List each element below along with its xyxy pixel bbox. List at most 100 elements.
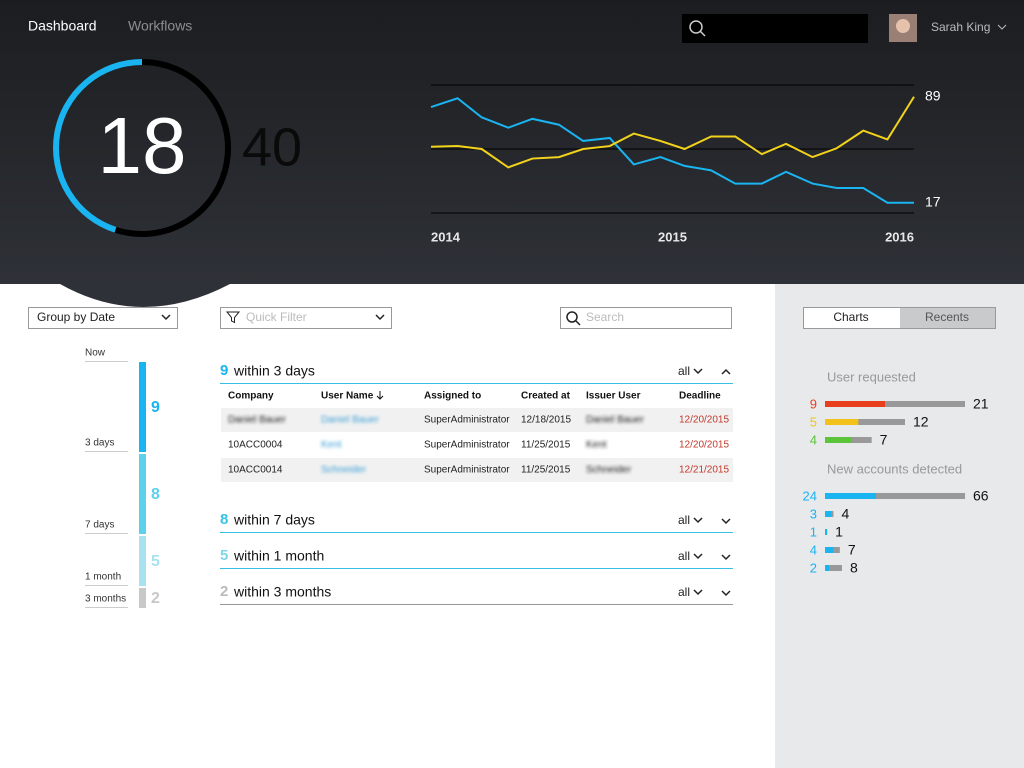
search-icon [699,30,706,37]
search-box[interactable] [682,14,868,43]
timeline-count: 5 [151,553,160,570]
chevron [161,314,171,321]
cell: 11/25/2015 [521,440,571,451]
group-count[interactable]: 8 [220,511,228,528]
total-bar [825,565,842,571]
chevron [693,517,703,524]
total-bar [825,401,965,407]
group-count[interactable]: 9 [220,362,228,379]
group-filter[interactable]: all [678,364,690,378]
side-panel [775,284,1024,768]
expand-toggle[interactable] [721,368,731,375]
group-count[interactable]: 5 [220,547,228,564]
part-label: 4 [810,432,817,447]
total-bar [825,493,965,499]
nav-tab[interactable]: Dashboard [28,18,97,34]
group-label[interactable]: within 3 months [233,584,331,600]
timeline-count: 8 [151,486,160,503]
expand-toggle[interactable] [721,590,731,597]
cell: Kent [586,440,607,451]
tab-active[interactable] [804,308,900,328]
cell: Daniel Bauer [228,415,286,426]
search-icon [566,311,578,323]
x-tick-label: 2016 [885,229,914,244]
column-header[interactable]: Created at [521,391,571,402]
cell: 12/20/2015 [679,415,729,426]
total-bar [825,419,905,425]
timeline-label: 7 days [85,520,114,531]
column-header[interactable]: Issuer User [586,391,641,402]
gauge-value: 18 [98,101,187,190]
cell: 12/21/2015 [679,465,729,476]
cell: 12/20/2015 [679,440,729,451]
expand-toggle[interactable] [721,554,731,561]
group-filter[interactable]: all [678,549,690,563]
cell: 12/18/2015 [521,415,571,426]
part-label: 4 [810,542,817,557]
group-label[interactable]: within 1 month [233,548,324,564]
part-label: 3 [810,506,817,521]
quick-filter-placeholder[interactable]: Quick Filter [246,310,307,324]
part-bar [825,401,885,407]
header [0,0,1024,284]
total-label: 1 [835,524,843,540]
timeline-count: 9 [151,399,160,416]
gauge-rest [114,59,231,237]
part-bar [825,419,859,425]
total-label: 7 [880,432,888,448]
tab[interactable]: Charts [833,310,868,324]
cell[interactable]: Daniel Bauer [321,415,379,426]
part-bar [825,437,852,443]
chevron [375,314,385,321]
user-chevron[interactable] [997,24,1007,30]
part-bar [825,547,834,553]
part-bar [825,565,830,571]
part-bar [825,529,828,535]
total-label: 8 [850,560,858,576]
x-tick-label: 2015 [658,229,687,244]
total-label: 12 [913,414,929,430]
cell: 10ACC0004 [228,440,283,451]
search-placeholder[interactable]: Search [586,310,624,324]
group-label[interactable]: Group by Date [37,310,115,324]
expand-toggle[interactable] [721,518,731,525]
column-header[interactable]: Company [228,391,274,402]
total-label: 66 [973,488,989,504]
cell[interactable]: Schneider [321,465,367,476]
search-icon [689,20,703,34]
cell: Daniel Bauer [586,415,644,426]
column-header[interactable]: Assigned to [424,391,481,402]
column-header[interactable]: Deadline [679,391,721,402]
group-count[interactable]: 2 [220,583,228,600]
group-label[interactable]: within 7 days [233,512,315,528]
cell[interactable]: Kent [321,440,342,451]
column-header[interactable]: User Name [321,391,374,402]
part-label: 9 [810,396,817,411]
nav-tab[interactable]: Workflows [128,18,192,34]
quick-filter[interactable] [220,307,392,329]
chevron [693,553,703,560]
cell: SuperAdministrator [424,440,510,451]
row-bg [221,458,733,482]
row-bg [221,408,733,432]
gauge-arc [53,59,143,233]
group-filter[interactable]: all [678,513,690,527]
search-icon [574,319,581,326]
section-title: New accounts detected [827,461,962,476]
line-series [430,97,914,204]
group-filter[interactable]: all [678,585,690,599]
search-input[interactable] [560,307,732,329]
tab[interactable]: Recents [925,310,969,324]
group-label[interactable]: within 3 days [233,363,315,379]
filter-icon [225,311,241,324]
user-name[interactable]: Sarah King [931,20,990,34]
timeline-count: 2 [151,590,160,607]
total-label: 7 [848,542,856,558]
group-dropdown[interactable] [28,307,178,329]
cell: 11/25/2015 [521,465,571,476]
part-label: 24 [803,488,817,503]
timeline-label: Now [85,348,106,359]
avatar-face [896,19,910,33]
sort-arrow [376,391,384,400]
